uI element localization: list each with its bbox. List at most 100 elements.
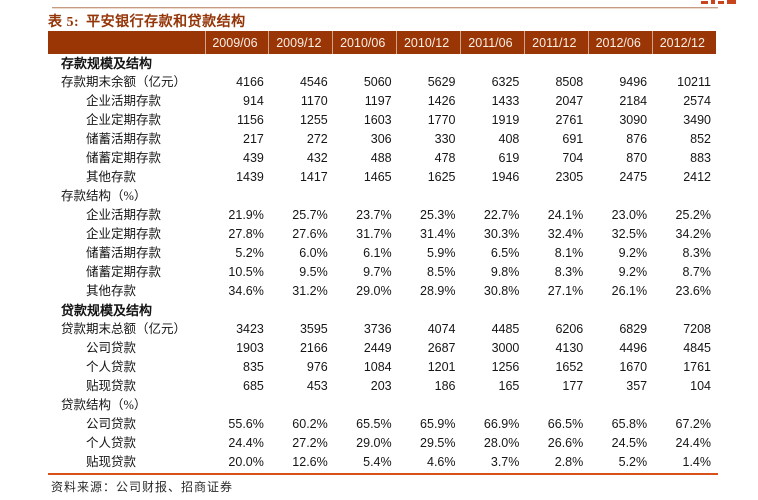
source-note: 资料来源：公司财报、招商证券 <box>51 480 234 494</box>
cell-value <box>652 187 716 206</box>
table-row: 贴现贷款 685 453 203 186 165 177 357 104 <box>48 377 716 396</box>
cell-value: 2.8% <box>554 455 584 469</box>
cell-value: 9.2% <box>618 246 648 260</box>
cell-value: 20.0% <box>228 455 264 469</box>
cell-value: 2412 <box>683 170 711 184</box>
data-table: 2009/06 2009/12 2010/06 2010/12 2011/06 2011/… <box>48 31 716 472</box>
cell-value: 9.8% <box>490 265 520 279</box>
row-label: 贴现贷款 <box>86 455 137 469</box>
table-row: 个人贷款 24.4% 27.2% 29.0% 29.5% 28.0% 26.6% 24.5% 2… <box>48 434 716 453</box>
cell-value: 23.7% <box>356 208 392 222</box>
cell-value: 8508 <box>555 75 584 89</box>
table-row: 贷款规模及结构 <box>48 301 716 320</box>
cell-value <box>652 396 716 415</box>
cell-value: 1652 <box>555 360 584 374</box>
cell-value: 1156 <box>236 113 264 127</box>
cell-value: 1170 <box>300 94 328 108</box>
cell-value <box>652 54 716 73</box>
cell-value: 691 <box>562 132 584 146</box>
cell-value: 8.5% <box>427 265 456 279</box>
column-header: 2011/06 <box>460 31 525 54</box>
cell-value: 1670 <box>619 360 648 374</box>
cell-value: 1439 <box>236 170 264 184</box>
cell-value: 1903 <box>236 341 264 355</box>
cell-value: 1761 <box>683 360 711 374</box>
cell-value <box>397 54 461 73</box>
cell-value: 4166 <box>236 75 264 89</box>
cell-value: 1770 <box>427 113 456 127</box>
table-row: 公司贷款 1903 2166 2449 2687 3000 4130 4496 4845 <box>48 339 716 358</box>
cell-value <box>588 396 652 415</box>
row-label: 贷款规模及结构 <box>61 303 153 318</box>
cell-value: 1417 <box>299 170 328 184</box>
row-label: 企业活期存款 <box>86 208 162 222</box>
table-row: 企业活期存款 21.9% 25.7% 23.7% 25.3% 22.7% 24.1% 23.0… <box>48 206 716 225</box>
cell-value: 2687 <box>427 341 456 355</box>
row-label: 贷款期末总额（亿元） <box>61 322 187 336</box>
column-header: 2012/06 <box>587 31 653 54</box>
cell-value: 8.7% <box>682 265 712 279</box>
cell-value: 25.3% <box>420 208 456 222</box>
page-top-rule <box>52 7 718 9</box>
cell-value: 5.2% <box>235 246 264 260</box>
cell-value: 8.1% <box>554 246 584 260</box>
cell-value: 976 <box>306 360 328 374</box>
cell-value <box>269 396 333 415</box>
cell-value: 1946 <box>491 170 520 184</box>
cell-value: 1625 <box>427 170 456 184</box>
cell-value <box>524 187 588 206</box>
cell-value <box>333 396 397 415</box>
table-row: 贴现贷款 20.0% 12.6% 5.4% 4.6% 3.7% 2.8% 5.2% 1.4% <box>48 453 716 472</box>
cell-value: 3423 <box>236 322 264 336</box>
cell-value: 3595 <box>299 322 328 336</box>
cell-value: 4845 <box>683 341 711 355</box>
cell-value <box>461 54 525 73</box>
cell-value: 1603 <box>363 113 392 127</box>
column-header: 2012/12 <box>651 31 716 54</box>
cell-value: 25.2% <box>675 208 711 222</box>
cell-value: 12.6% <box>292 455 328 469</box>
cell-value: 31.4% <box>420 227 456 241</box>
cell-value: 6.0% <box>299 246 328 260</box>
cell-value: 10.5% <box>228 265 264 279</box>
table-row: 其他存款 1439 1417 1465 1625 1946 2305 2475 2412 <box>48 168 716 187</box>
cell-value: 2574 <box>683 94 711 108</box>
column-header: 2009/12 <box>268 31 333 54</box>
cell-value: 4130 <box>555 341 584 355</box>
row-label: 个人贷款 <box>86 360 137 374</box>
corner-cell <box>48 31 205 54</box>
cell-value: 1255 <box>299 113 328 127</box>
cell-value: 3090 <box>619 113 648 127</box>
table-row: 存款期末余额（亿元） 4166 4546 5060 5629 6325 8508 9496 10… <box>48 73 716 92</box>
cell-value: 1084 <box>363 360 392 374</box>
cell-value: 1465 <box>363 170 392 184</box>
table-row: 储蓄定期存款 439 432 488 478 619 704 870 883 <box>48 149 716 168</box>
cell-value: 22.7% <box>483 208 520 222</box>
cell-value: 2305 <box>555 170 584 184</box>
row-label: 贴现贷款 <box>86 379 137 393</box>
column-header: 2009/06 <box>204 31 269 54</box>
row-label: 存款规模及结构 <box>61 56 153 71</box>
table-title-name: 平安银行存款和贷款结构 <box>86 15 246 30</box>
cell-value <box>205 301 269 320</box>
cell-value: 27.2% <box>292 436 328 450</box>
cell-value: 2047 <box>555 94 584 108</box>
cell-value: 6.1% <box>363 246 392 260</box>
cell-value: 10211 <box>677 75 711 89</box>
cell-value <box>269 187 333 206</box>
cell-value: 28.9% <box>420 284 456 298</box>
cell-value: 1256 <box>491 360 520 374</box>
cell-value: 8.3% <box>554 265 584 279</box>
cell-value: 357 <box>626 379 648 393</box>
cell-value: 2761 <box>555 113 584 127</box>
cell-value: 272 <box>306 132 328 146</box>
cell-value: 65.5% <box>356 417 392 431</box>
cell-value: 24.4% <box>228 436 264 450</box>
row-label: 储蓄定期存款 <box>86 265 162 279</box>
row-label: 储蓄活期存款 <box>86 246 162 260</box>
cell-value: 23.0% <box>611 208 648 222</box>
cell-value: 2166 <box>299 341 328 355</box>
cell-value: 29.0% <box>356 284 392 298</box>
table-title-prefix: 表 5: <box>48 15 80 30</box>
table-row: 企业定期存款 1156 1255 1603 1770 1919 2761 3090 3490 <box>48 111 716 130</box>
